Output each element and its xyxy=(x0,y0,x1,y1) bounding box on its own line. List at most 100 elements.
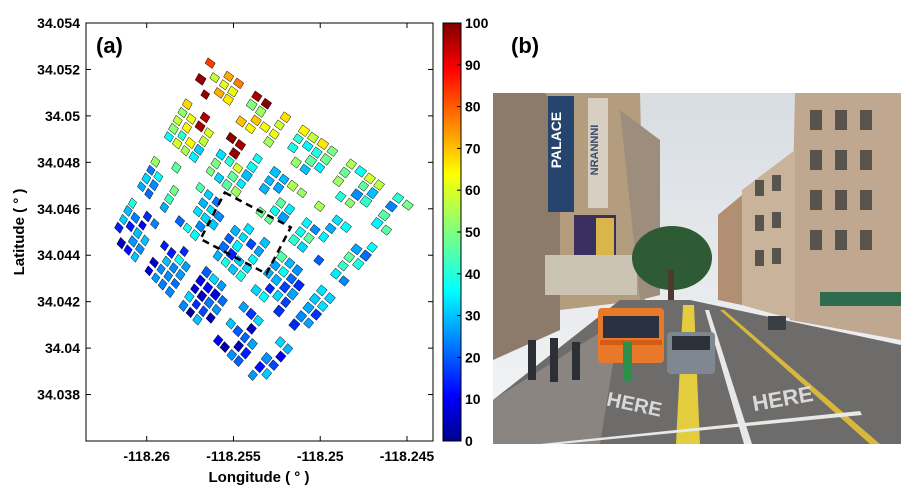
y-tick-label: 34.042 xyxy=(37,294,80,310)
building-footprint xyxy=(225,247,238,261)
building-footprint xyxy=(216,279,227,292)
building-footprint xyxy=(250,283,262,297)
building-footprint xyxy=(137,181,147,193)
building-footprint xyxy=(260,97,273,110)
building-footprint xyxy=(268,359,279,371)
building-footprint xyxy=(231,239,244,253)
building-footprint xyxy=(287,141,299,154)
building-footprint xyxy=(287,233,301,247)
building-footprint xyxy=(150,155,161,168)
building-footprint xyxy=(175,268,186,282)
building-footprint xyxy=(384,200,398,213)
panel-label-b: (b) xyxy=(511,33,539,58)
building-footprint xyxy=(251,90,263,103)
building-footprint xyxy=(228,147,241,160)
building-footprint xyxy=(391,192,405,204)
building-footprint xyxy=(295,310,308,323)
building-footprint xyxy=(357,180,370,192)
building-footprint xyxy=(221,178,233,192)
building-footprint xyxy=(240,346,252,360)
building-footprint xyxy=(172,137,183,150)
building-footprint xyxy=(292,133,304,145)
building-footprint xyxy=(301,140,314,152)
building-footprint xyxy=(148,179,159,192)
building-footprint xyxy=(234,138,247,151)
building-footprint xyxy=(223,232,235,245)
building-footprint xyxy=(213,172,225,185)
building-footprint xyxy=(181,260,191,273)
building-footprint xyxy=(235,115,247,128)
building-footprint xyxy=(211,303,222,316)
building-footprint xyxy=(316,137,330,151)
colorbar-tick-label: 60 xyxy=(465,182,481,198)
building-footprint xyxy=(310,146,323,159)
building-footprint xyxy=(270,273,283,287)
colorbar-tick-label: 90 xyxy=(465,57,481,73)
building-footprint xyxy=(114,221,124,234)
building-footprint xyxy=(268,128,280,140)
building-footprint xyxy=(292,279,305,292)
building-footprint xyxy=(274,336,286,349)
building-footprint xyxy=(177,106,188,119)
building-footprint xyxy=(192,205,204,218)
building-footprint xyxy=(215,148,227,161)
building-footprint xyxy=(380,224,393,236)
y-axis-title: Latitude ( ° ) xyxy=(11,189,28,276)
building-footprint xyxy=(177,130,187,142)
building-footprint xyxy=(195,274,206,287)
colorbar-tick-label: 30 xyxy=(465,308,481,324)
highlight-box xyxy=(198,190,293,276)
building-footprint xyxy=(334,190,347,203)
building-footprint xyxy=(278,281,291,294)
building-footprint xyxy=(168,122,179,136)
tree xyxy=(632,226,712,290)
building-footprint xyxy=(331,214,344,227)
building-footprint xyxy=(290,156,302,169)
building-footprint xyxy=(164,285,175,299)
colorbar-tick-label: 50 xyxy=(465,224,481,240)
building-footprint xyxy=(233,340,245,353)
building-footprint xyxy=(286,287,299,301)
building-footprint xyxy=(344,197,356,209)
building-footprint xyxy=(189,228,201,242)
building-footprint xyxy=(170,277,181,290)
building-footprint xyxy=(213,210,225,223)
building-footprint xyxy=(144,187,154,200)
building-footprint xyxy=(343,251,356,264)
building-footprint xyxy=(204,57,216,69)
building-footprint xyxy=(313,161,326,174)
building-footprint xyxy=(350,243,363,256)
y-axis: 34.038 34.04 34.042 34.044 34.046 34.048 34.05… xyxy=(37,15,433,403)
colorbar-ticks: 0 10 20 30 40 50 60 70 80 90 100 xyxy=(457,15,489,449)
building-footprint xyxy=(194,120,206,133)
building-footprint xyxy=(181,121,192,134)
building-footprint xyxy=(180,144,191,157)
x-tick-label: -118.26 xyxy=(123,448,170,464)
building-footprint xyxy=(238,301,250,314)
photo-content: PALACE NRANNNI xyxy=(493,93,901,444)
building-footprint xyxy=(194,220,206,233)
building-footprint xyxy=(127,197,137,210)
building-footprint xyxy=(233,355,244,368)
building-footprint xyxy=(205,312,216,324)
building-footprint xyxy=(235,269,247,283)
building-footprint xyxy=(171,161,182,174)
building-footprint xyxy=(209,72,220,84)
building-footprint xyxy=(225,131,238,145)
colorbar-tick-label: 40 xyxy=(465,266,481,282)
building-footprint xyxy=(329,267,342,280)
building-footprint xyxy=(142,210,153,223)
building-footprint xyxy=(252,153,263,165)
building-footprint xyxy=(296,187,308,199)
colorbar-tick-label: 10 xyxy=(465,391,481,407)
building-footprint xyxy=(338,275,350,287)
building-footprint xyxy=(299,163,311,176)
colorbar-tick-label: 80 xyxy=(465,99,481,115)
building-footprint xyxy=(245,98,258,111)
building-footprint xyxy=(363,172,377,185)
building-footprint xyxy=(313,254,325,266)
building-footprint xyxy=(359,249,372,262)
building-footprint xyxy=(191,298,202,310)
building-footprint xyxy=(303,232,315,245)
y-tick-label: 34.046 xyxy=(37,201,80,217)
